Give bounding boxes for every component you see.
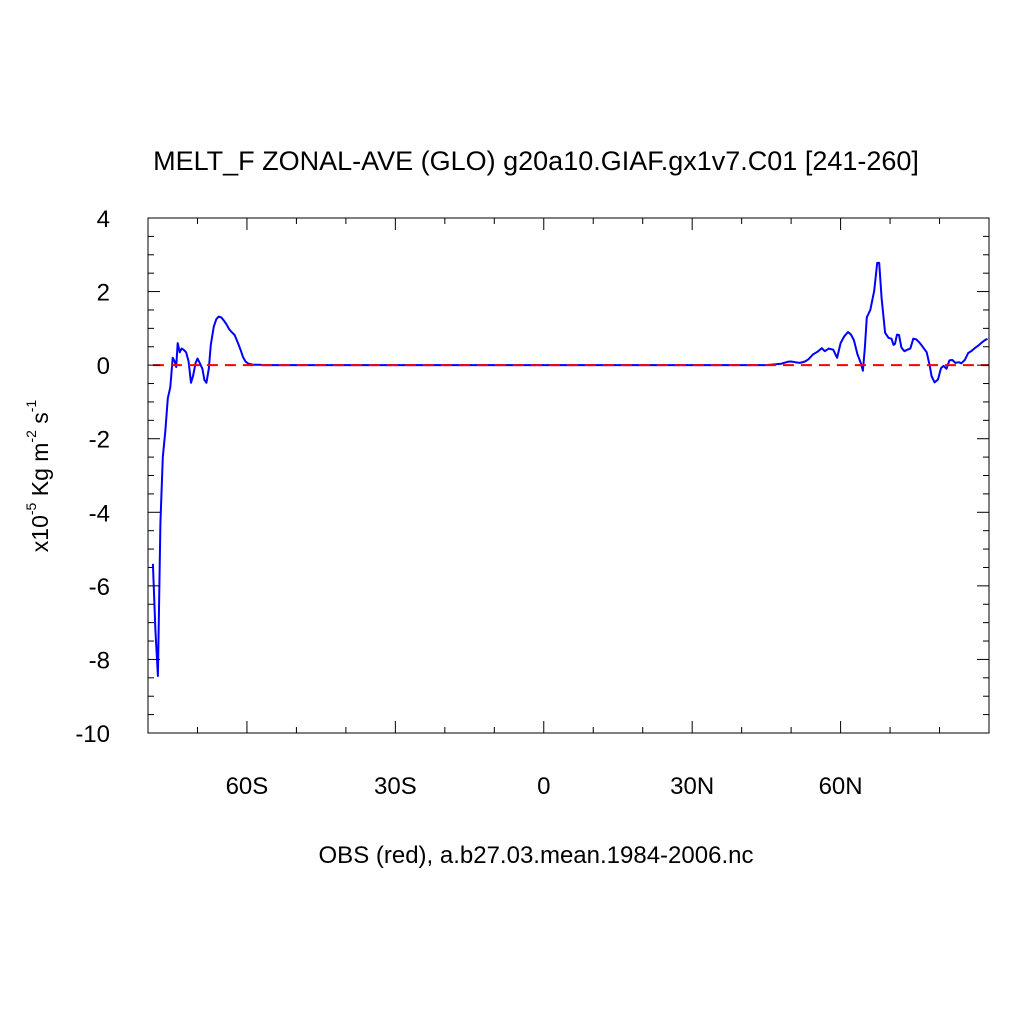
y-label-prefix: x10 bbox=[26, 515, 53, 553]
y-label-exp-1: -5 bbox=[23, 502, 40, 516]
y-label-exp-2: -2 bbox=[23, 430, 40, 443]
series-layer bbox=[151, 261, 989, 677]
y-label-unit-1: Kg m bbox=[26, 442, 53, 503]
y-label-exp-3: -1 bbox=[23, 399, 40, 413]
y-axis-label: x10-5 Kg m-2 s-1 bbox=[23, 399, 54, 553]
y-tick-label: -8 bbox=[89, 647, 110, 674]
x-tick-label: 30N bbox=[670, 773, 714, 800]
plot-frame bbox=[147, 217, 990, 734]
x-tick-label: 30S bbox=[374, 773, 417, 800]
chart-title: MELT_F ZONAL-AVE (GLO) g20a10.GIAF.gx1v7… bbox=[153, 146, 919, 176]
y-tick-label: -10 bbox=[75, 721, 110, 748]
y-tick-label: 0 bbox=[97, 353, 110, 380]
y-label-unit-2: s bbox=[26, 412, 53, 431]
y-tick-label: 4 bbox=[97, 206, 110, 233]
series-line-0 bbox=[151, 261, 988, 677]
y-tick-label: -4 bbox=[89, 500, 110, 527]
tick-layer: 60S 30S 0 30N 60N 4 2 0 -2 -4 -6 -8 -10 bbox=[75, 206, 990, 800]
x-tick-label: 0 bbox=[537, 773, 550, 800]
x-tick-label: 60N bbox=[819, 773, 863, 800]
x-tick-label: 60S bbox=[226, 773, 269, 800]
y-tick-label: 2 bbox=[97, 280, 110, 307]
x-axis-caption: OBS (red), a.b27.03.mean.1984-2006.nc bbox=[318, 842, 754, 869]
y-tick-label: -6 bbox=[89, 574, 110, 601]
y-tick-label: -2 bbox=[89, 427, 110, 454]
